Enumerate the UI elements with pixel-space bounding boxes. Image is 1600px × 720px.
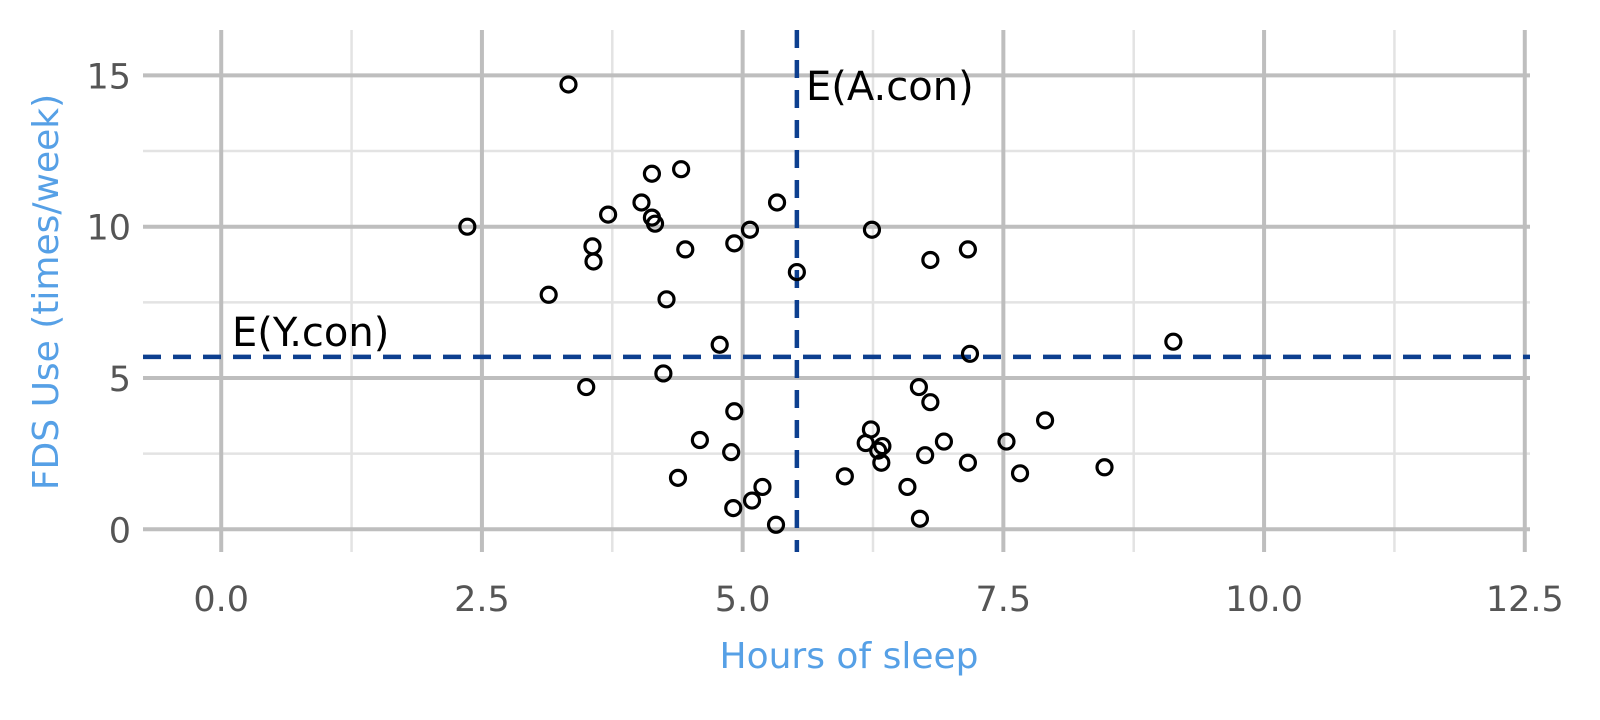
data-point xyxy=(872,453,891,472)
data-point xyxy=(584,252,603,271)
data-point xyxy=(642,164,662,183)
vertical-reference-label: E(A.con) xyxy=(806,64,974,110)
data-point xyxy=(559,75,578,94)
data-point xyxy=(997,432,1016,451)
data-point xyxy=(921,250,940,270)
data-point xyxy=(910,509,930,528)
data-point xyxy=(787,262,806,282)
data-point xyxy=(676,240,695,259)
data-point xyxy=(690,430,709,450)
data-point xyxy=(921,393,940,412)
x-tick-label: 7.5 xyxy=(976,580,1032,620)
major-gridlines xyxy=(143,30,1530,552)
x-tick-label: 5.0 xyxy=(715,580,771,620)
x-tick-label: 12.5 xyxy=(1486,580,1564,620)
data-point xyxy=(710,335,729,354)
data-point xyxy=(862,220,882,239)
x-tick-label: 2.5 xyxy=(454,580,510,620)
data-point xyxy=(835,467,854,486)
y-tick-label: 10 xyxy=(86,209,131,249)
data-point xyxy=(654,364,673,383)
data-point xyxy=(909,377,928,397)
data-point xyxy=(1010,464,1030,483)
y-axis-title: FDS Use (times/week) xyxy=(26,94,67,490)
data-point xyxy=(1035,411,1055,430)
data-point xyxy=(657,290,676,309)
data-point xyxy=(668,468,688,487)
data-point xyxy=(599,205,618,224)
data-point xyxy=(725,402,744,421)
data-point xyxy=(753,477,772,497)
data-point xyxy=(645,214,665,233)
data-point xyxy=(869,441,888,460)
data-point xyxy=(577,377,596,397)
x-axis-title: Hours of sleep xyxy=(720,636,979,677)
data-point xyxy=(740,220,760,239)
data-point xyxy=(458,217,477,236)
data-point xyxy=(898,477,917,497)
data-point xyxy=(742,491,762,510)
data-point xyxy=(1164,332,1183,351)
y-tick-label: 15 xyxy=(86,57,131,97)
data-point xyxy=(916,446,935,465)
data-point xyxy=(958,240,978,259)
x-axis-tick-labels: 0.0 2.5 5.0 7.5 10.0 12.5 xyxy=(193,580,1563,620)
data-point xyxy=(632,193,651,212)
x-tick-label: 10.0 xyxy=(1225,580,1303,620)
data-point xyxy=(767,193,787,212)
data-point xyxy=(1095,458,1114,477)
reference-lines xyxy=(143,30,1530,552)
data-point xyxy=(960,344,980,363)
data-point xyxy=(724,499,743,518)
horizontal-reference-label: E(Y.con) xyxy=(232,310,389,356)
data-point xyxy=(539,285,558,304)
data-point xyxy=(725,234,744,253)
data-point xyxy=(873,436,892,456)
minor-gridlines xyxy=(143,30,1530,552)
x-tick-label: 0.0 xyxy=(193,580,249,620)
data-point xyxy=(958,453,978,472)
data-point xyxy=(583,237,602,256)
y-tick-label: 0 xyxy=(109,511,131,551)
data-point xyxy=(672,160,691,179)
data-point xyxy=(722,443,741,462)
data-point xyxy=(934,432,954,451)
data-points xyxy=(458,75,1183,534)
data-point xyxy=(766,515,786,534)
y-tick-label: 5 xyxy=(109,360,131,400)
y-axis-tick-labels: 0 5 10 15 xyxy=(86,57,131,551)
